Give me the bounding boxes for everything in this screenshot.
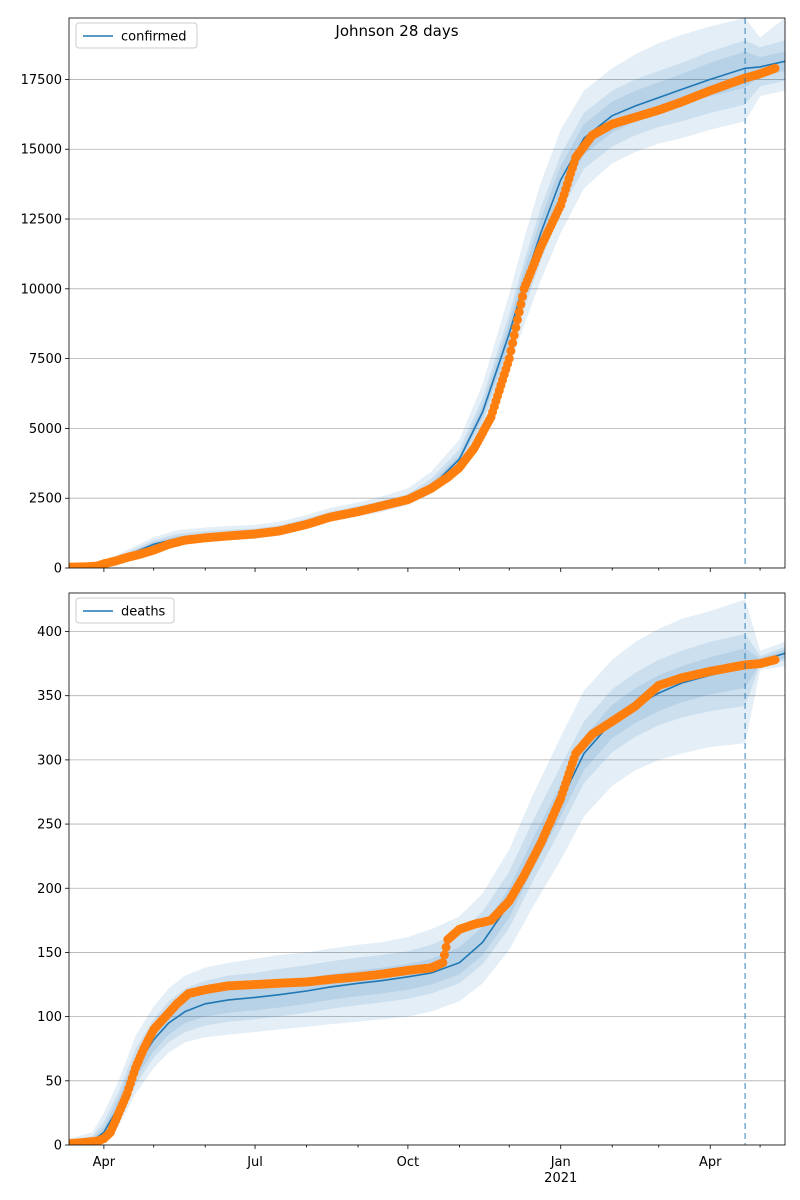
figure-title: Johnson 28 days [334,22,458,40]
y-tick-label: 200 [37,882,62,897]
axes-frame [68,17,786,569]
x-tick-label: Jul [246,1155,263,1170]
model-line [69,652,785,1145]
observed-point [508,338,518,348]
y-tick-label: 2500 [29,492,62,507]
confirmed-panel: 0 2500 5000 7500 10000 12500 15000 17500 confirm… [21,17,786,577]
observed-point [511,323,521,333]
y-tick-label: 12500 [21,213,62,228]
uncertainty-band-middle [69,634,785,1145]
observed-point [770,63,780,73]
legend-box [75,22,198,49]
legend-box [75,597,175,624]
observed-point [516,299,526,309]
observed-point [509,330,519,340]
legend-label-deaths: deaths [121,605,166,620]
observed-point [441,942,451,952]
x-tick-label: Apr [93,1155,116,1170]
x-tick-label: Jan [550,1155,571,1170]
y-tick-label: 17500 [21,73,62,88]
axes-frame [68,592,786,1146]
observed-point [506,346,516,356]
y-tick-label: 10000 [21,282,62,297]
y-tick-label: 100 [37,1010,62,1025]
x-tick-label: Apr [699,1155,722,1170]
y-tick-label: 150 [37,946,62,961]
y-tick-label: 400 [37,625,62,640]
y-tick-label: 7500 [29,352,62,367]
deaths-panel: 0 50 100 150 200 250 300 350 400 Apr Jul Oct Jan Apr 2… [37,592,786,1186]
plot-area [69,18,785,568]
observed-point [770,655,780,665]
x-year-label: 2021 [544,1171,577,1186]
uncertainty-band-outer [69,599,785,1145]
y-tick-label: 300 [37,753,62,768]
y-tick-label: 5000 [29,422,62,437]
legend-label-confirmed: confirmed [121,30,187,45]
y-tick-label: 350 [37,689,62,704]
observed-point [514,307,524,317]
plot-area [69,593,785,1145]
y-tick-label: 250 [37,818,62,833]
y-tick-label: 50 [45,1074,62,1089]
y-tick-label: 0 [54,1139,62,1154]
observed-point [438,958,448,968]
y-tick-label: 15000 [21,143,62,158]
observed-point [439,950,449,960]
y-tick-label: 0 [54,562,62,577]
observed-point [518,292,527,302]
x-tick-label: Oct [397,1155,419,1170]
observed-point [504,354,514,364]
uncertainty-band-outer [69,18,785,568]
observed-point [513,315,522,325]
